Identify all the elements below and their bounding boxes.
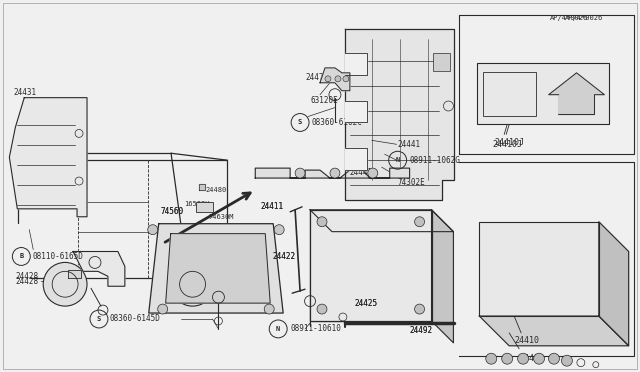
Text: 24428: 24428	[15, 272, 38, 281]
Circle shape	[518, 353, 529, 364]
Text: N: N	[276, 326, 280, 332]
Bar	[196, 202, 214, 212]
Text: 24441: 24441	[350, 168, 373, 177]
Polygon shape	[73, 251, 125, 286]
Circle shape	[317, 217, 327, 227]
Bar	[433, 53, 451, 71]
Text: 08911-1062G: 08911-1062G	[410, 156, 461, 165]
Circle shape	[330, 168, 340, 178]
Text: AP/4*0026: AP/4*0026	[550, 15, 588, 21]
Text: 24410J: 24410J	[492, 140, 522, 149]
Text: N: N	[396, 157, 400, 163]
FancyBboxPatch shape	[479, 222, 599, 316]
Text: S: S	[298, 119, 302, 125]
Circle shape	[335, 76, 341, 82]
Polygon shape	[548, 73, 604, 115]
Circle shape	[534, 353, 545, 364]
Polygon shape	[166, 234, 270, 303]
Polygon shape	[68, 270, 81, 278]
Circle shape	[502, 353, 513, 364]
Text: 24411: 24411	[260, 202, 284, 211]
Text: 24492: 24492	[410, 326, 433, 336]
Circle shape	[317, 304, 327, 314]
Text: 74302E: 74302E	[397, 177, 426, 186]
Polygon shape	[431, 210, 453, 343]
Text: 24411: 24411	[260, 202, 284, 211]
Circle shape	[561, 355, 572, 366]
Polygon shape	[320, 68, 350, 91]
Polygon shape	[345, 148, 367, 170]
Text: 24422: 24422	[272, 252, 295, 261]
Text: 24410: 24410	[519, 354, 544, 363]
Polygon shape	[599, 222, 628, 346]
Text: 24422: 24422	[272, 252, 295, 261]
Text: 74630M: 74630M	[209, 214, 234, 220]
Text: 63120E: 63120E	[310, 96, 338, 105]
FancyBboxPatch shape	[310, 210, 431, 321]
Polygon shape	[479, 316, 628, 346]
Circle shape	[325, 76, 331, 82]
Text: 24472M: 24472M	[305, 73, 333, 82]
Text: 08360-6145D: 08360-6145D	[110, 314, 161, 324]
Text: 16583Y: 16583Y	[184, 201, 210, 207]
Circle shape	[295, 168, 305, 178]
Text: 24492: 24492	[410, 326, 433, 336]
Text: 24441: 24441	[397, 140, 420, 149]
Polygon shape	[310, 210, 453, 232]
Text: 24428: 24428	[15, 277, 38, 286]
Circle shape	[343, 76, 349, 82]
Circle shape	[157, 304, 168, 314]
Polygon shape	[198, 184, 205, 190]
Circle shape	[486, 353, 497, 364]
FancyBboxPatch shape	[477, 63, 609, 125]
Text: 24480: 24480	[205, 187, 227, 193]
Circle shape	[548, 353, 559, 364]
Text: 24425: 24425	[355, 299, 378, 308]
Text: 24431: 24431	[13, 88, 36, 97]
Circle shape	[148, 225, 157, 235]
Polygon shape	[345, 53, 367, 75]
Circle shape	[44, 262, 87, 306]
Circle shape	[264, 304, 274, 314]
Polygon shape	[255, 168, 410, 178]
Text: 08110-6165D: 08110-6165D	[32, 252, 83, 261]
Text: 08360-6162C: 08360-6162C	[311, 118, 362, 127]
Circle shape	[368, 168, 378, 178]
Text: 24425: 24425	[355, 299, 378, 308]
Text: 74560: 74560	[161, 207, 184, 216]
Polygon shape	[345, 101, 367, 122]
Text: 24410: 24410	[514, 336, 539, 345]
Text: 08911-10610: 08911-10610	[290, 324, 341, 333]
Polygon shape	[10, 98, 87, 217]
Circle shape	[415, 217, 424, 227]
Text: 74560: 74560	[161, 207, 184, 216]
Text: AP/4*0026: AP/4*0026	[564, 15, 603, 21]
Text: S: S	[97, 316, 101, 322]
Circle shape	[274, 225, 284, 235]
Polygon shape	[345, 29, 454, 200]
Circle shape	[415, 304, 424, 314]
Text: 24410J: 24410J	[494, 138, 524, 147]
Polygon shape	[148, 224, 283, 313]
Text: B: B	[19, 253, 24, 259]
Circle shape	[171, 262, 214, 306]
